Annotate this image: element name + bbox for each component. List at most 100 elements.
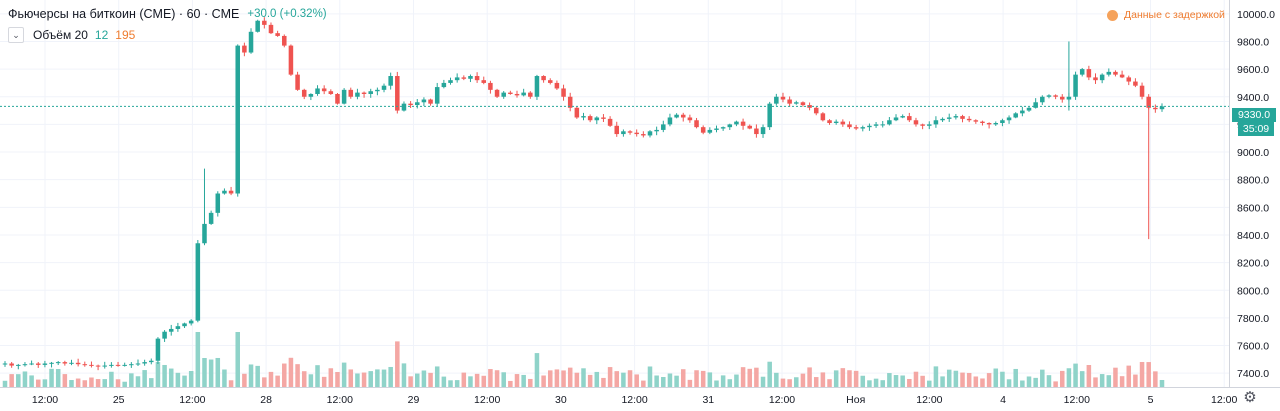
volume-bar — [222, 369, 227, 387]
volume-label[interactable]: Объём 20 — [33, 28, 88, 42]
candle-body — [847, 124, 852, 128]
candle-body — [29, 363, 34, 365]
candle-body — [993, 123, 999, 125]
candle-body — [268, 24, 274, 34]
volume-bar — [661, 376, 666, 387]
delay-dot-icon — [1107, 9, 1118, 21]
candle-body — [960, 116, 965, 119]
volume-bar — [1086, 365, 1092, 387]
candle-body — [794, 102, 799, 104]
volume-bar — [1013, 368, 1018, 387]
volume-bar — [1139, 361, 1145, 387]
candle-body — [873, 124, 879, 126]
volume-bar — [1020, 380, 1025, 387]
candle-body — [461, 77, 467, 79]
volume-bar — [149, 378, 154, 387]
candle-body — [408, 103, 413, 106]
volume-bar — [528, 378, 533, 387]
volume-bar — [1046, 375, 1052, 387]
candle-body — [95, 365, 101, 367]
candle-body — [69, 362, 74, 364]
candle-body — [335, 93, 340, 104]
volume-bar — [913, 371, 919, 387]
volume-bar — [1159, 379, 1165, 387]
volume-bar — [22, 371, 28, 387]
candle-body — [208, 212, 214, 224]
x-tick-label: 31 — [702, 394, 714, 406]
candle-body — [933, 120, 939, 125]
volume-bar — [720, 375, 726, 387]
candle-body — [641, 134, 646, 136]
volume-bar — [188, 370, 194, 387]
candle-body — [1026, 107, 1032, 111]
candle-body — [401, 103, 407, 111]
candle-body — [102, 365, 108, 367]
candle-body — [441, 82, 447, 88]
volume-value-down: 195 — [115, 28, 136, 42]
candle-body — [1139, 85, 1145, 97]
bar-countdown-tag: 35:09 — [1238, 122, 1274, 136]
delayed-data-badge[interactable]: Данные с задержкой — [1107, 9, 1225, 21]
candle-body — [2, 363, 8, 365]
volume-bar — [641, 380, 646, 387]
candle-body — [574, 107, 580, 118]
candle-body — [1033, 102, 1038, 108]
candle-body — [1106, 71, 1112, 75]
symbol-title[interactable]: Фьючерсы на биткоин (CME) · 60 · CME — [8, 7, 240, 21]
candle-body — [315, 88, 320, 94]
volume-bar — [262, 377, 267, 387]
candle-body — [940, 118, 945, 121]
volume-bar — [49, 368, 54, 387]
candle-body — [547, 80, 553, 83]
volume-bar — [494, 370, 500, 387]
candle-body — [893, 117, 899, 121]
volume-bar — [1006, 379, 1012, 387]
volume-bar — [767, 361, 772, 387]
candle-body — [528, 92, 533, 97]
candle-body — [348, 89, 354, 97]
candle-body — [222, 190, 227, 194]
candle-body — [242, 45, 247, 53]
volume-value-up: 12 — [94, 28, 109, 42]
candle-body — [182, 323, 187, 327]
candle-body — [780, 96, 786, 100]
volume-bar — [827, 379, 832, 387]
volume-legend-row: ⌄ Объём 20 12 195 — [8, 27, 135, 43]
candle-body — [149, 360, 154, 363]
volume-bar — [986, 373, 992, 387]
candle-body — [986, 123, 992, 125]
volume-bar — [900, 375, 905, 387]
candle-body — [853, 127, 859, 129]
candle-body — [1079, 69, 1085, 75]
candle-body — [308, 93, 314, 97]
candle-body — [900, 116, 905, 118]
volume-bar — [953, 370, 959, 387]
volume-bar — [860, 375, 866, 387]
candle-body — [561, 88, 566, 97]
gear-icon[interactable]: ⚙ — [1243, 389, 1257, 406]
volume-bar — [381, 369, 387, 387]
candle-body — [1093, 77, 1098, 81]
candle-body — [1013, 113, 1018, 118]
candle-body — [946, 117, 952, 119]
volume-bar — [401, 363, 407, 387]
candle-body — [707, 129, 713, 133]
volume-bar — [275, 375, 280, 387]
volume-bar — [980, 378, 985, 387]
candle-body — [175, 326, 181, 329]
candle-body — [820, 113, 826, 121]
chevron-down-icon[interactable]: ⌄ — [8, 27, 24, 43]
candle-body — [907, 116, 912, 121]
candle-body — [581, 116, 586, 118]
volume-bar — [714, 380, 719, 387]
volume-bar — [946, 369, 952, 387]
volume-bar — [301, 371, 307, 387]
x-tick-label: 29 — [408, 394, 420, 406]
volume-bar — [534, 353, 540, 387]
volume-bar — [627, 370, 633, 387]
volume-bar — [255, 365, 260, 387]
volume-bar — [55, 369, 61, 387]
volume-bar — [667, 373, 673, 387]
candle-body — [767, 103, 772, 128]
